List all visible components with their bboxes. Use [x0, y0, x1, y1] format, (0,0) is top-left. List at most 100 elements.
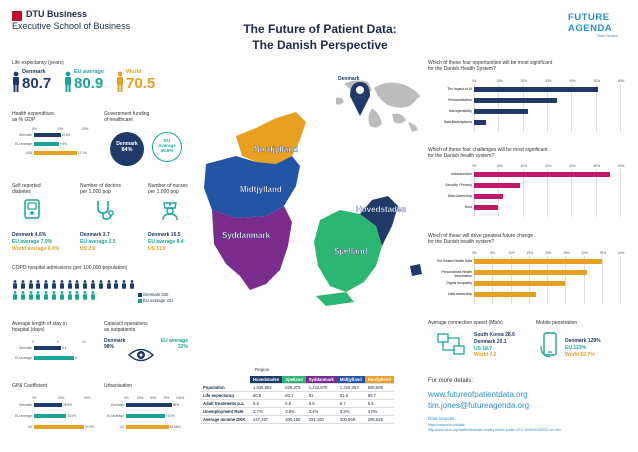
source-link-1[interactable]: https://www.who.int/data	[428, 423, 465, 427]
axis-tick-label: 20%	[520, 164, 528, 168]
gridline	[522, 84, 524, 132]
gridline	[547, 84, 548, 132]
axis-tick-label: 60%	[618, 164, 625, 168]
bar-value-label: 88%	[172, 402, 180, 407]
axis-tick-label: 0%	[472, 79, 477, 83]
gridline	[595, 169, 597, 217]
copd-legend-eu-text: EU average 231	[143, 298, 174, 304]
bar-category-label: Denmark	[111, 402, 124, 407]
life-name-world: World	[126, 69, 142, 75]
table-cell: 300,869	[336, 415, 365, 424]
mobile-phone-icon	[540, 332, 557, 358]
nurse-icon	[162, 202, 178, 221]
source-link-2[interactable]: http://www.oecd.org/health/denmark-count…	[428, 428, 561, 432]
gridline	[547, 169, 548, 217]
gov-funding-label: Government funding of healthcare	[104, 111, 150, 124]
dtu-subtitle: Executive School of Business	[12, 21, 131, 31]
table-row: Average Income DKK 347,197 305,158 291,1…	[200, 415, 394, 424]
stay-label: Average length of stay in hospital (days…	[12, 321, 67, 334]
page-title: The Future of Patient Data: The Danish P…	[200, 22, 440, 52]
copd-legend-dk-text: Denmark 330	[143, 292, 169, 297]
table-header-cell: Syddanmark	[305, 376, 337, 384]
bar-category-label: The Instant Health Data	[436, 259, 472, 263]
axis-tick-label: 25%	[563, 251, 570, 255]
person-icon	[65, 71, 71, 92]
bar	[474, 87, 599, 92]
axis-tick-label: 60%	[618, 79, 625, 83]
health-exp-label-2: as % GDP	[12, 116, 36, 123]
axis-tick-label: 10%	[508, 251, 515, 255]
table-header-row: Hovedstaden Sjælland Syddanmark Midtjyll…	[200, 376, 394, 384]
cataract-dk-value: 98%	[104, 344, 115, 350]
email-link[interactable]: tim.jones@futureagenda.org	[428, 401, 530, 410]
data-sources-label: Data sources:	[428, 416, 456, 421]
bar	[34, 356, 74, 360]
copd-legend: Denmark 330 EU average 231	[138, 292, 173, 305]
doctors-eu: EU average 3.5	[80, 238, 116, 245]
denmark-pin-label: Denmark	[338, 76, 360, 82]
bar-value-label: 30.9%	[67, 413, 77, 418]
connection-line: World 7.2	[474, 352, 497, 359]
axis-tick-label: 40%	[618, 251, 625, 255]
axis-tick-label: 20%	[545, 251, 552, 255]
bar-category-label: EU average	[107, 413, 124, 418]
gridline	[528, 256, 530, 304]
life-value-eu: 80.9	[74, 75, 104, 92]
bar	[474, 120, 487, 125]
person-icon	[36, 291, 41, 300]
table-cell: 6.8	[305, 399, 337, 408]
mobile-label: Mobile penetration	[536, 320, 578, 326]
person-icon	[67, 280, 72, 289]
person-icon	[20, 291, 25, 300]
nurses-label-2: per 1,000 pop	[148, 188, 179, 195]
bar-category-label: EU average	[15, 413, 32, 418]
bar-category-label: Data Ownership	[447, 194, 472, 198]
nurses-stats: Denmark 16.5 EU average 8.4 US 11.6	[148, 232, 184, 252]
connection-line: South Korea 28.6	[474, 332, 515, 338]
mobile-line: World 52.7%	[565, 351, 595, 358]
life-expectancy-label: Life expectancy (years)	[12, 60, 64, 66]
axis-tick-label: 15%	[526, 251, 534, 255]
bar-category-label: EU average	[15, 141, 32, 146]
eye-icon	[128, 348, 154, 362]
life-value-world: 70.5	[126, 75, 156, 92]
label-midtjylland: Midtjylland	[240, 185, 282, 194]
gridline	[522, 169, 524, 217]
axis-tick-label: 5%	[490, 251, 495, 255]
gov-funding-label-1: Government funding	[104, 111, 150, 117]
person-icon	[106, 280, 111, 289]
nurses-label-1: Number of nurses	[148, 183, 188, 189]
gov-dk-value: 84%	[121, 147, 133, 153]
bar-value-label: 8	[75, 355, 77, 360]
row-label: Life expectancy	[200, 391, 250, 400]
gridline	[492, 256, 493, 304]
stay-label-1: Average length of stay in	[12, 321, 67, 327]
person-icon	[75, 291, 80, 300]
person-icon	[36, 280, 41, 289]
axis-tick-label: 20%	[520, 79, 528, 83]
bar	[474, 183, 521, 188]
bar-category-label: Personalised Health Information	[441, 270, 472, 278]
label-hovedstaden: Hovedstaden	[356, 205, 406, 214]
axis-tick-label: 10	[82, 340, 86, 344]
gov-funding-dk-circle: Denmark 84%	[110, 132, 144, 166]
axis-tick-label: 30%	[545, 164, 552, 168]
person-icon	[75, 280, 80, 289]
urbanisation-label: Urbanisation	[104, 383, 133, 389]
bar	[34, 346, 61, 350]
table-cell: 836,375	[282, 383, 306, 392]
bar	[474, 270, 588, 275]
table-cell: 3.3%	[336, 407, 365, 416]
bar-value-label: 5.4	[62, 345, 67, 350]
cataract-label-1: Cataract operations	[104, 321, 148, 327]
gini-chart: 0% 25% 50% Denmark 26.9% EU average 30.9% US 47.…	[12, 396, 96, 440]
axis-tick-label: 10%	[496, 164, 503, 168]
label-sjaelland: Sjælland	[334, 247, 367, 256]
diabetes-world: World average 6.4%	[12, 245, 60, 252]
person-icon	[98, 280, 103, 289]
website-link[interactable]: www.futureofpatientdata.org	[428, 390, 528, 399]
denmark-map: Denmark Nordjylland Midtjylland Syddanma…	[204, 76, 422, 306]
person-icon	[52, 280, 56, 289]
axis-tick-label: 20%	[82, 127, 89, 131]
diabetes-dk: Denmark 4.6%	[12, 232, 47, 238]
